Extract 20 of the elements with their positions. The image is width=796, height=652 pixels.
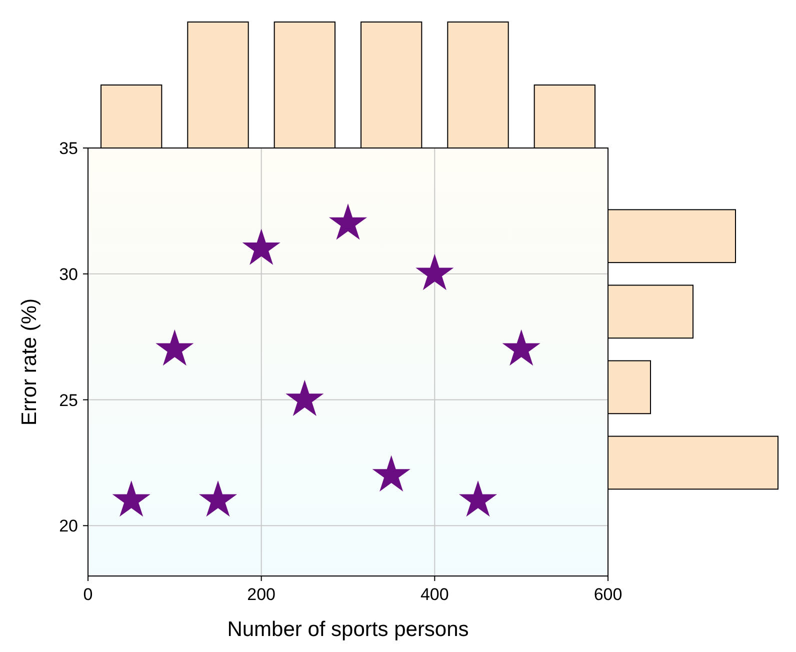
x-tick-label: 0: [83, 585, 93, 604]
point: [503, 330, 540, 365]
point: [286, 380, 323, 416]
y-tick-label: 25: [59, 390, 78, 410]
point: [156, 330, 193, 365]
x-axis-title: Number of sports persons: [227, 618, 469, 641]
point: [330, 204, 366, 239]
point: [200, 482, 236, 516]
point: [373, 456, 410, 491]
point: [243, 230, 280, 264]
x-tick-label: 600: [594, 585, 622, 604]
y-tick-label: 30: [59, 264, 78, 284]
point: [113, 482, 150, 516]
point: [460, 482, 496, 516]
point: [416, 254, 453, 290]
x-tick-label: 200: [247, 585, 276, 604]
y-tick-label: 35: [59, 139, 78, 158]
y-axis-title: Error rate (%): [18, 298, 41, 426]
x-tick-label: 400: [420, 585, 449, 604]
y-tick-label: 20: [59, 516, 78, 536]
